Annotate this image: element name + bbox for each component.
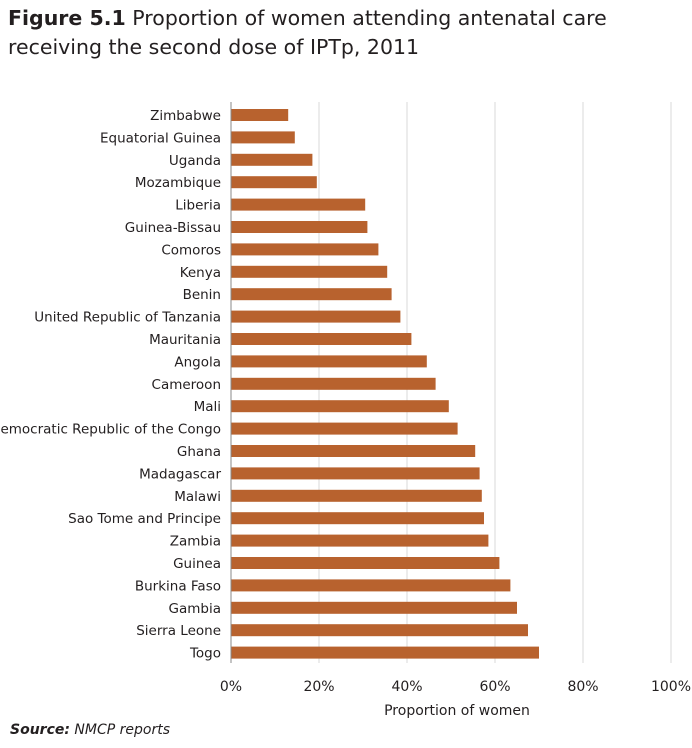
category-label: Malawi — [174, 489, 221, 505]
category-label: Angola — [174, 354, 221, 370]
bar — [231, 243, 379, 256]
bars — [231, 109, 539, 659]
bar — [231, 534, 489, 547]
x-tick-label: 20% — [303, 679, 334, 695]
figure-title: Proportion of women attending antenatal … — [8, 6, 607, 59]
bar — [231, 221, 368, 233]
category-label: Guinea-Bissau — [125, 220, 221, 236]
category-label: Liberia — [175, 198, 221, 214]
bar — [231, 198, 366, 211]
category-label: Uganda — [169, 153, 221, 169]
category-label: Cameroon — [152, 377, 221, 393]
bar — [231, 467, 480, 480]
bar — [231, 579, 511, 592]
bar — [231, 131, 295, 144]
category-label: Burkina Faso — [135, 578, 221, 594]
category-label: United Republic of Tanzania — [34, 310, 221, 326]
category-label: Zimbabwe — [150, 108, 221, 124]
bar — [231, 646, 539, 659]
x-tick-labels: 0% 20% 40% 60% 80% 100% — [220, 679, 691, 695]
category-labels: Zimbabwe Equatorial Guinea Uganda Mozambiqu… — [0, 108, 221, 662]
bar — [231, 333, 412, 345]
category-label: Democratic Republic of the Congo — [0, 422, 221, 438]
bar — [231, 109, 289, 121]
bar — [231, 176, 317, 189]
bar — [231, 310, 401, 323]
category-label: Mozambique — [135, 175, 221, 191]
chart-title: Figure 5.1 Proportion of women attending… — [8, 4, 688, 62]
bar — [231, 557, 500, 569]
category-label: Comoros — [161, 242, 221, 258]
bar — [231, 288, 392, 301]
figure-number: Figure 5.1 — [8, 6, 126, 30]
category-label: Ghana — [177, 444, 221, 460]
bar — [231, 512, 484, 525]
category-label: Equatorial Guinea — [100, 130, 221, 146]
bar — [231, 377, 436, 390]
bar — [231, 265, 388, 278]
x-tick-label: 40% — [391, 679, 422, 695]
category-label: Togo — [189, 646, 221, 662]
x-tick-label: 60% — [479, 679, 510, 695]
category-label: Benin — [183, 287, 221, 303]
category-label: Kenya — [180, 265, 221, 281]
bar — [231, 422, 458, 435]
bar — [231, 355, 427, 368]
bar — [231, 489, 482, 502]
source-text: NMCP reports — [74, 722, 171, 738]
bar — [231, 624, 528, 637]
source-label: Source: — [10, 722, 70, 738]
gridlines — [318, 102, 672, 663]
source-note: Source: NMCP reports — [10, 722, 170, 738]
category-label: Madagascar — [139, 466, 221, 482]
bar — [231, 153, 313, 166]
x-tick-label: 100% — [651, 679, 691, 695]
bar — [231, 601, 517, 614]
category-label: Mauritania — [149, 332, 221, 348]
bar — [231, 400, 449, 413]
x-tick-label: 0% — [220, 679, 242, 695]
category-label: Sierra Leone — [136, 623, 221, 639]
category-label: Mali — [194, 399, 221, 415]
category-label: Gambia — [169, 601, 221, 617]
category-label: Sao Tome and Principe — [68, 511, 221, 527]
x-tick-label: 80% — [567, 679, 598, 695]
x-axis-label: Proportion of women — [384, 703, 530, 719]
category-label: Guinea — [173, 556, 221, 572]
bar — [231, 445, 476, 457]
category-label: Zambia — [170, 534, 221, 550]
